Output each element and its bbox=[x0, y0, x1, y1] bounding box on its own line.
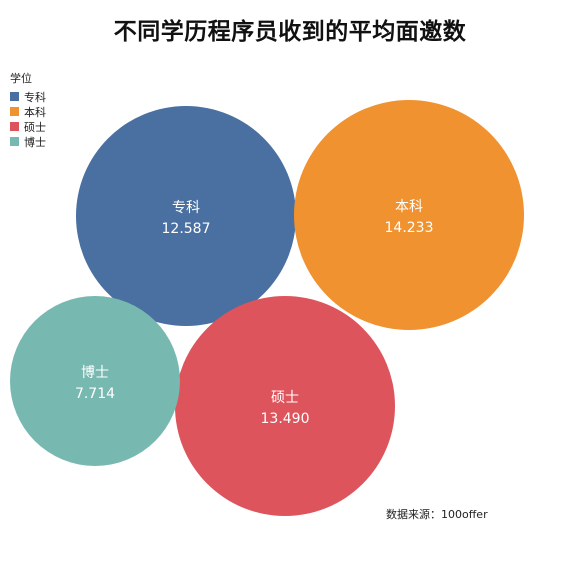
legend-label: 专科 bbox=[24, 90, 46, 104]
legend-item-boshi[interactable]: 博士 bbox=[10, 134, 46, 149]
bubble-value-shuoshi: 13.490 bbox=[261, 411, 310, 427]
bubble-value-benke: 14.233 bbox=[385, 220, 434, 236]
bubble-boshi[interactable] bbox=[10, 296, 180, 466]
legend-item-benke[interactable]: 本科 bbox=[10, 104, 46, 119]
legend-label: 博士 bbox=[24, 135, 46, 149]
bubble-shuoshi[interactable] bbox=[175, 296, 395, 516]
bubble-zhuanke[interactable] bbox=[76, 106, 296, 326]
bubble-benke[interactable] bbox=[294, 100, 524, 330]
bubble-label-zhuanke: 专科 bbox=[172, 200, 200, 216]
bubble-value-zhuanke: 12.587 bbox=[162, 221, 211, 237]
source-note: 数据来源：100offer bbox=[386, 508, 488, 521]
chart-title: 不同学历程序员收到的平均面邀数 bbox=[113, 19, 467, 45]
legend: 学位 专科 本科 硕士 博士 bbox=[10, 70, 46, 149]
bubble-value-boshi: 7.714 bbox=[75, 386, 115, 402]
legend-label: 本科 bbox=[24, 105, 46, 119]
legend-swatch bbox=[10, 107, 19, 116]
legend-swatch bbox=[10, 92, 19, 101]
legend-title: 学位 bbox=[10, 72, 32, 85]
legend-label: 硕士 bbox=[24, 120, 46, 134]
bubble-label-shuoshi: 硕士 bbox=[271, 390, 299, 406]
legend-item-shuoshi[interactable]: 硕士 bbox=[10, 119, 46, 134]
legend-swatch bbox=[10, 122, 19, 131]
bubble-label-benke: 本科 bbox=[395, 199, 423, 215]
legend-swatch bbox=[10, 137, 19, 146]
bubble-label-boshi: 博士 bbox=[81, 364, 109, 381]
legend-item-zhuanke[interactable]: 专科 bbox=[10, 89, 46, 104]
